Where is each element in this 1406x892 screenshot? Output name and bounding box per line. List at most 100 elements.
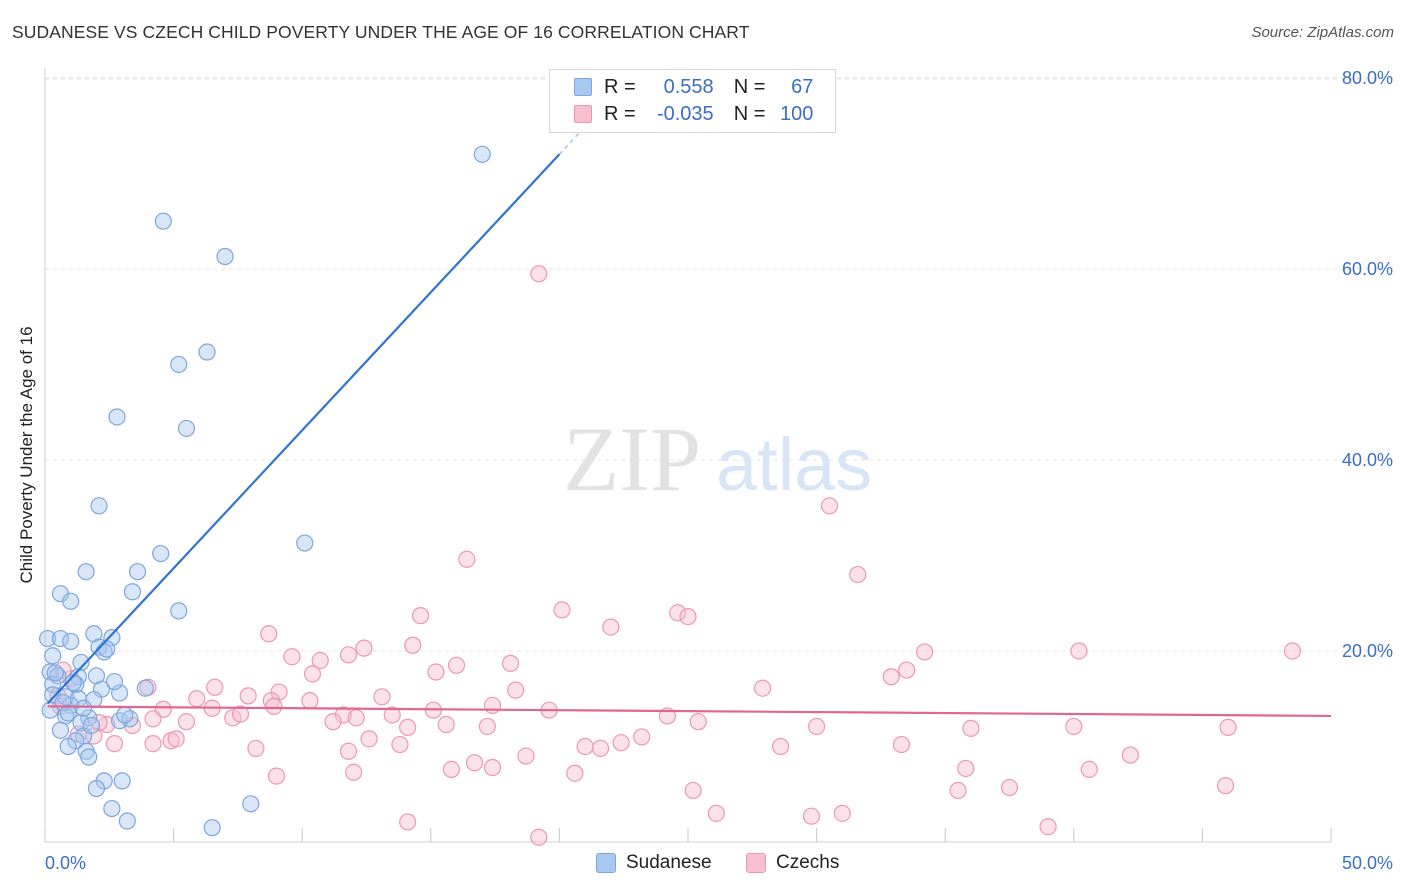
czech-point	[707, 804, 725, 822]
grid-lines	[45, 77, 1395, 652]
czech-point	[283, 648, 301, 666]
sudanese-point	[80, 748, 98, 766]
czech-point	[553, 601, 571, 619]
sudanese-point	[105, 672, 124, 691]
watermark-atlas: atlas	[716, 423, 872, 506]
legend-r-value: 0.558	[663, 75, 714, 98]
czech-point	[231, 705, 250, 723]
sudanese-point	[136, 679, 154, 697]
czechs-points	[49, 265, 1302, 846]
czech-point	[753, 679, 772, 697]
x-tick-label: 0.0%	[45, 853, 86, 873]
czech-point	[324, 713, 342, 731]
sudanese-point	[87, 779, 106, 798]
czech-point	[679, 607, 697, 626]
sudanese-point	[473, 145, 491, 163]
czech-point	[239, 687, 257, 705]
sudanese-point	[128, 563, 147, 581]
sudanese-point	[51, 629, 70, 648]
legend-r-value: -0.035	[656, 102, 714, 125]
czech-point	[355, 639, 373, 657]
czech-point	[301, 692, 319, 710]
czech-point	[602, 618, 620, 636]
y-tick-label: 40.0%	[1342, 450, 1393, 470]
axes	[44, 68, 1332, 843]
czech-point	[530, 828, 548, 846]
czech-point	[339, 742, 358, 760]
czech-point	[144, 735, 162, 753]
sudanese-point	[123, 583, 142, 601]
sudanese-point	[154, 212, 172, 230]
sudanese-point	[82, 716, 100, 735]
correlation-legend: R = 0.558 N = 67 R = -0.035 N = 100	[549, 69, 836, 133]
czech-point	[345, 763, 363, 781]
legend-row-czechs: R = -0.035 N = 100	[574, 102, 813, 126]
czech-point	[334, 706, 352, 724]
sudanese-point	[49, 667, 67, 685]
sudanese-point	[77, 563, 95, 581]
czech-point	[411, 607, 430, 625]
legend-n-label: N =	[733, 102, 766, 125]
czech-point	[501, 654, 520, 672]
sudanese-point	[177, 419, 196, 438]
sudanese-point	[59, 704, 77, 722]
sudanese-point	[242, 795, 260, 813]
czech-point	[442, 760, 460, 779]
legend-n-label: N =	[733, 75, 766, 98]
czech-point	[303, 665, 322, 683]
czech-point	[383, 706, 401, 724]
legend-n-value: 67	[791, 75, 814, 98]
czech-point	[833, 804, 851, 822]
sudanese-point	[59, 737, 77, 756]
legend-row-sudanese: R = 0.558 N = 67	[574, 75, 813, 99]
sudanese-point	[170, 602, 188, 620]
czech-point	[689, 713, 707, 731]
czech-point	[247, 739, 265, 757]
czech-point	[849, 565, 867, 584]
czech-point	[458, 550, 476, 568]
czech-point	[447, 656, 466, 674]
czech-point	[1216, 777, 1235, 795]
czech-point	[1065, 717, 1083, 736]
czech-point	[483, 758, 502, 777]
sudanese-point	[198, 343, 216, 361]
czech-point	[566, 764, 584, 782]
watermark-zip: ZIP	[563, 408, 701, 510]
czechs-label: Czechs	[776, 852, 840, 873]
czech-point	[399, 813, 417, 831]
czech-point	[633, 728, 651, 746]
series-legend-czechs[interactable]: Czechs	[746, 852, 839, 874]
czech-point	[465, 754, 484, 772]
sudanese-trend-line	[46, 153, 561, 705]
sudanese-point	[118, 812, 136, 830]
series-legend-sudanese[interactable]: Sudanese	[596, 852, 712, 874]
sudanese-point	[203, 819, 221, 837]
sudanese-point	[51, 721, 70, 739]
czech-point	[898, 661, 916, 679]
czech-point	[427, 663, 445, 681]
sudanese-point	[44, 647, 62, 665]
sudanese-swatch	[596, 853, 616, 873]
czech-point	[360, 730, 378, 748]
sudanese-point	[72, 653, 90, 672]
sudanese-points	[38, 145, 491, 837]
czech-point	[339, 646, 358, 664]
sudanese-point	[67, 675, 85, 694]
czech-point	[1121, 746, 1139, 764]
czech-point	[437, 715, 455, 734]
tick-labels: 20.0% 40.0% 60.0% 80.0% 0.0% 50.0%	[45, 68, 1393, 873]
sudanese-point	[46, 664, 64, 682]
czech-point	[802, 807, 821, 825]
czech-point	[391, 735, 409, 754]
czech-point	[882, 668, 900, 686]
legend-r-label: R =	[604, 75, 636, 98]
czech-point	[399, 718, 417, 736]
y-tick-label: 20.0%	[1342, 641, 1393, 661]
sudanese-point	[62, 632, 80, 651]
czech-point	[684, 781, 702, 800]
sudanese-point	[116, 706, 134, 724]
y-tick-label: 80.0%	[1342, 68, 1393, 88]
czech-point	[892, 735, 911, 754]
czech-point	[1080, 760, 1098, 779]
